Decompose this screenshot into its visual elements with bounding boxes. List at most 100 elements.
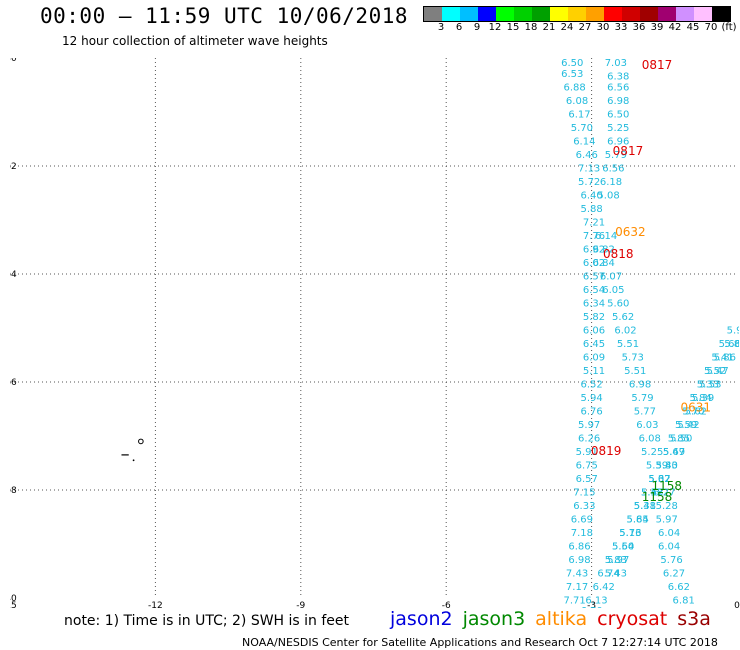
lon-tick-label: -3 bbox=[587, 601, 596, 611]
wave-height-value: 5.25 bbox=[607, 123, 629, 134]
wave-height-value: 6.45 bbox=[583, 339, 605, 350]
wave-height-value: 5.66 bbox=[719, 339, 740, 350]
color-scale-legend bbox=[423, 6, 731, 22]
wave-height-value: 5.58 bbox=[641, 487, 663, 498]
wave-height-value: 6.34 bbox=[583, 298, 605, 309]
satellite-name-cryosat: cryosat bbox=[597, 608, 668, 630]
wave-height-value: 5.42 bbox=[677, 420, 699, 431]
wave-height-value: 5.41 bbox=[711, 352, 733, 363]
legend-swatch bbox=[676, 7, 694, 21]
wave-height-value: 5.97 bbox=[578, 420, 600, 431]
legend-label: 6 bbox=[455, 22, 463, 33]
wave-height-value: 5.73 bbox=[619, 528, 641, 539]
wave-height-value: 7.43 bbox=[566, 568, 588, 579]
satellite-name-s3a: s3a bbox=[677, 608, 711, 630]
wave-height-value: 6.08 bbox=[639, 433, 661, 444]
legend-swatch bbox=[622, 7, 640, 21]
lat-tick-label: -38 bbox=[10, 486, 17, 496]
legend-label: 36 bbox=[632, 22, 646, 33]
wave-height-value: 6.13 bbox=[585, 595, 607, 606]
wave-height-value: 6.88 bbox=[564, 82, 586, 93]
legend-swatch bbox=[640, 7, 658, 21]
wave-height-value: 5.84 bbox=[690, 393, 712, 404]
wave-height-value: 5.88 bbox=[580, 204, 602, 215]
legend-swatch bbox=[460, 7, 478, 21]
wave-height-value: 6.54 bbox=[583, 285, 605, 296]
pass-time-label: 0818 bbox=[603, 247, 634, 261]
wave-height-value: 5.73 bbox=[622, 352, 644, 363]
wave-height-value: 6.40 bbox=[580, 190, 602, 201]
wave-height-value: 6.02 bbox=[614, 325, 636, 336]
wave-height-value: 7.13 bbox=[578, 163, 600, 174]
wave-height-value: 6.07 bbox=[600, 271, 622, 282]
wave-height-value: 5.79 bbox=[631, 393, 653, 404]
wave-height-value: 5.86 bbox=[714, 352, 736, 363]
lat-tick-label: -34 bbox=[10, 270, 17, 280]
legend-label: 42 bbox=[668, 22, 682, 33]
legend-swatch bbox=[532, 7, 550, 21]
wave-height-value: 5.16 bbox=[619, 528, 641, 539]
wave-height-value: 5.50 bbox=[670, 433, 692, 444]
wave-height-value: 5.07 bbox=[648, 474, 670, 485]
legend-label: 33 bbox=[614, 22, 628, 33]
wave-height-value: 5.83 bbox=[605, 555, 627, 566]
wave-height-value: 5.41 bbox=[634, 501, 656, 512]
wave-height-value: 6.38 bbox=[607, 72, 629, 83]
lon-tick-label: -15 bbox=[10, 601, 17, 611]
wave-height-value: 6.02 bbox=[583, 258, 605, 269]
wave-height-value: 6.27 bbox=[653, 487, 675, 498]
wave-height-value: 7.03 bbox=[605, 58, 627, 69]
pass-time-label: 0819 bbox=[591, 444, 622, 458]
color-scale-labels: 3 6 9 12 15 18 21 24 27 30 33 36 39 42 45 70 (ft) bbox=[423, 22, 740, 36]
legend-swatch bbox=[478, 7, 496, 21]
wave-height-value: 5.53 bbox=[699, 379, 721, 390]
wave-height-value: 6.56 bbox=[602, 163, 624, 174]
island-marker bbox=[132, 459, 135, 462]
wave-height-value: 5.32 bbox=[648, 474, 670, 485]
wave-height-value: 5.76 bbox=[660, 555, 682, 566]
wave-height-value: 5.65 bbox=[627, 514, 649, 525]
wave-height-value: 6.17 bbox=[568, 109, 590, 120]
lon-tick-label: -6 bbox=[442, 601, 451, 611]
wave-height-value: 5.11 bbox=[583, 366, 605, 377]
wave-height-value: 6.03 bbox=[636, 420, 658, 431]
legend-swatch bbox=[496, 7, 514, 21]
wave-height-value: 5.60 bbox=[612, 541, 634, 552]
wave-height-value: 5.62 bbox=[612, 312, 634, 323]
legend-swatch bbox=[712, 7, 730, 21]
wave-height-value: 5.70 bbox=[682, 406, 704, 417]
wave-height-value: 6.14 bbox=[595, 231, 617, 242]
wave-height-value: 5.51 bbox=[624, 366, 646, 377]
lat-tick-label: -36 bbox=[10, 378, 17, 388]
wave-height-value: 5.47 bbox=[663, 447, 685, 458]
wave-height-value: 6.62 bbox=[668, 582, 690, 593]
wave-height-value: 5.47 bbox=[641, 487, 663, 498]
legend-label: 30 bbox=[596, 22, 610, 33]
wave-height-value: 5.9 bbox=[727, 325, 740, 336]
legend-swatch bbox=[586, 7, 604, 21]
wave-height-value: 5.97 bbox=[656, 514, 678, 525]
wave-height-value: 6.70 bbox=[580, 606, 602, 613]
pass-time-label: 1158 bbox=[651, 479, 682, 493]
wave-height-value: 5.43 bbox=[605, 568, 627, 579]
wave-height-value: 5.94 bbox=[580, 393, 602, 404]
wave-height-value: 5.79 bbox=[605, 150, 627, 161]
legend-label: 21 bbox=[542, 22, 556, 33]
wave-height-value: 6.96 bbox=[607, 136, 629, 147]
wave-height-value: 6.57 bbox=[576, 474, 598, 485]
legend-label: 15 bbox=[506, 22, 520, 33]
wave-height-value: 6.14 bbox=[573, 136, 595, 147]
lon-tick-label: -12 bbox=[148, 601, 163, 611]
island-marker bbox=[138, 438, 144, 445]
measurement-layer: 6.506.536.886.086.175.706.146.467.135.72… bbox=[561, 58, 740, 613]
legend-swatch bbox=[424, 7, 442, 21]
lat-tick-label: -40 bbox=[10, 594, 17, 604]
wave-height-value: 6.82 bbox=[593, 244, 615, 255]
lon-tick-label: 0 bbox=[734, 601, 740, 611]
wave-height-value: 6.76 bbox=[580, 406, 602, 417]
lat-tick-label: -30 bbox=[10, 58, 17, 64]
wave-height-value: 6.50 bbox=[607, 109, 629, 120]
wave-height-value: 6.69 bbox=[571, 514, 593, 525]
wave-height-value: 5.33 bbox=[697, 379, 719, 390]
legend-label: 24 bbox=[560, 22, 574, 33]
